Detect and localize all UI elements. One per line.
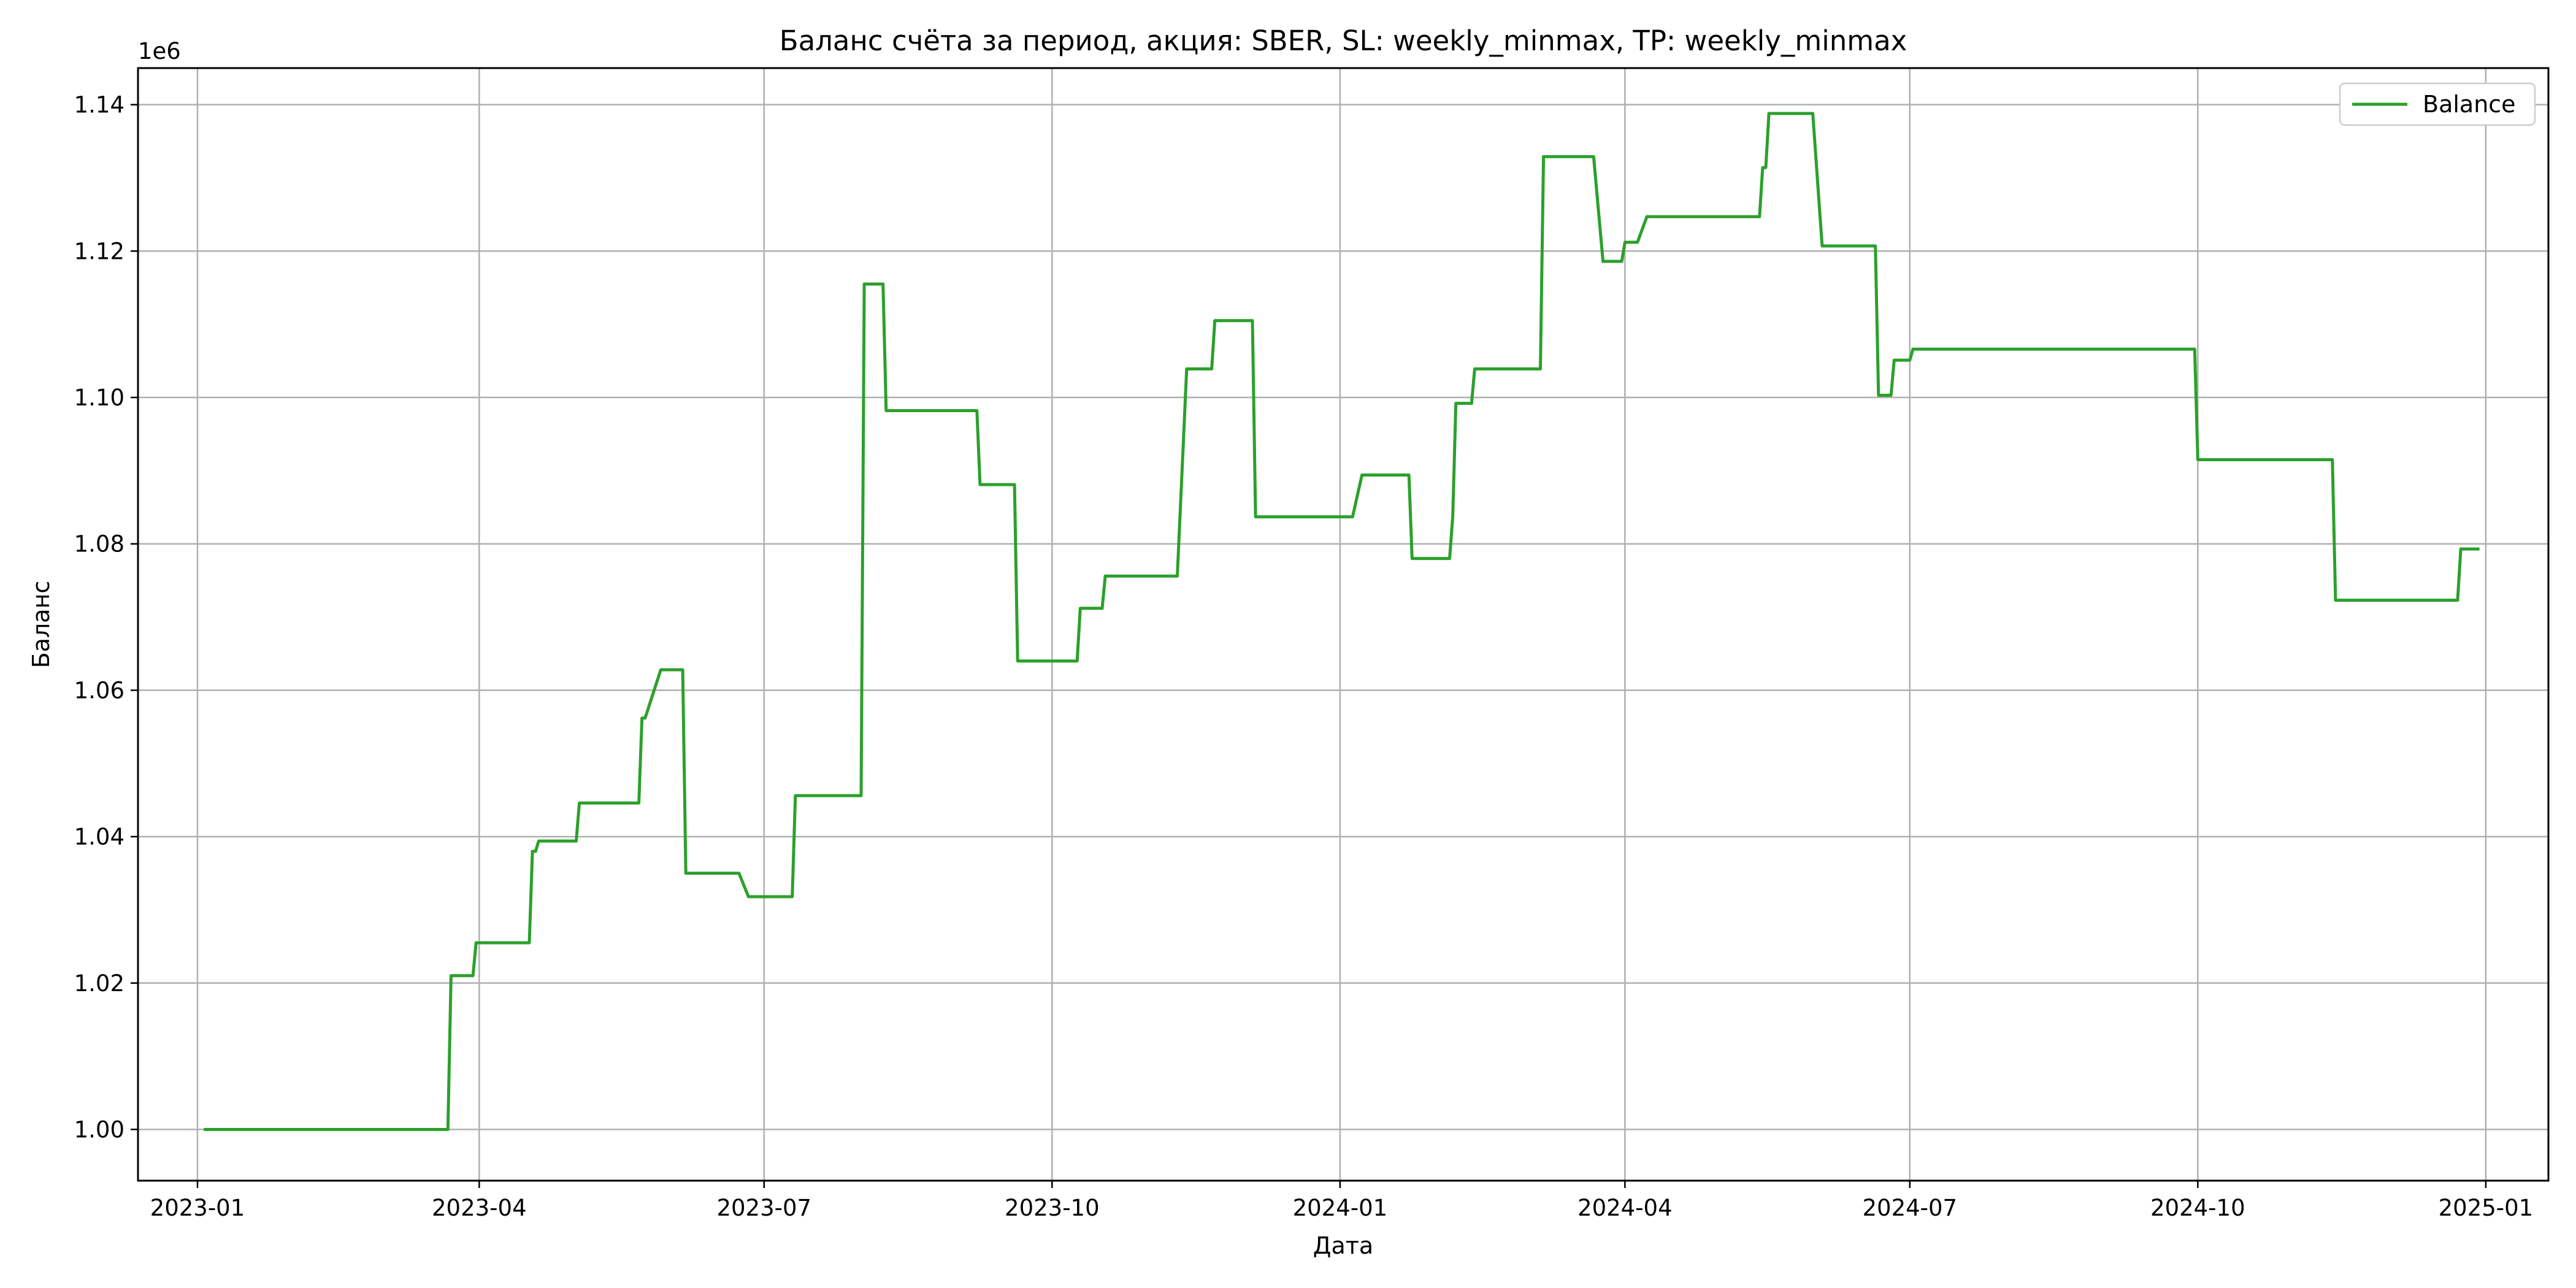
y-tick-label: 1.06	[74, 677, 125, 703]
y-tick-label: 1.14	[74, 92, 125, 118]
y-tick-label: 1.00	[74, 1116, 125, 1143]
y-tick-label: 1.04	[74, 824, 125, 850]
x-tick-label: 2023-07	[716, 1195, 811, 1221]
x-tick-label: 2024-10	[2150, 1195, 2245, 1221]
y-axis-label: Баланс	[28, 581, 55, 669]
legend-box	[2339, 82, 2536, 126]
series-line-balance	[204, 112, 2480, 1131]
x-tick-label: 2024-01	[1293, 1195, 1388, 1221]
series-layer	[204, 112, 2480, 1131]
y-tick-label: 1.10	[74, 385, 125, 411]
y-axis-offset-label: 1e6	[138, 38, 181, 64]
x-tick-label: 2025-01	[2439, 1195, 2534, 1221]
x-axis-ticks: 2023-01 2023-04 2023-07 2023-10 2024-01 2024-…	[150, 1181, 2534, 1221]
x-tick-label: 2024-04	[1577, 1195, 1673, 1221]
y-tick-label: 1.12	[74, 238, 125, 264]
x-tick-label: 2024-07	[1863, 1195, 1958, 1221]
legend-label-balance: Balance	[2423, 91, 2516, 118]
x-tick-label: 2023-04	[432, 1195, 527, 1221]
y-axis-ticks: 1.00 1.02 1.04 1.06 1.08 1.10 1.12 1.14	[74, 92, 138, 1143]
chart-title: Баланс счёта за период, акция: SBER, SL:…	[780, 25, 1907, 57]
legend: Balance	[2339, 82, 2536, 126]
x-tick-label: 2023-01	[150, 1195, 245, 1221]
y-tick-label: 1.02	[74, 970, 125, 997]
y-tick-label: 1.08	[74, 531, 125, 558]
x-axis-label: Дата	[1313, 1232, 1373, 1259]
x-tick-label: 2023-10	[1005, 1195, 1100, 1221]
plot-frame	[137, 67, 2550, 1182]
grid	[138, 68, 2548, 1181]
